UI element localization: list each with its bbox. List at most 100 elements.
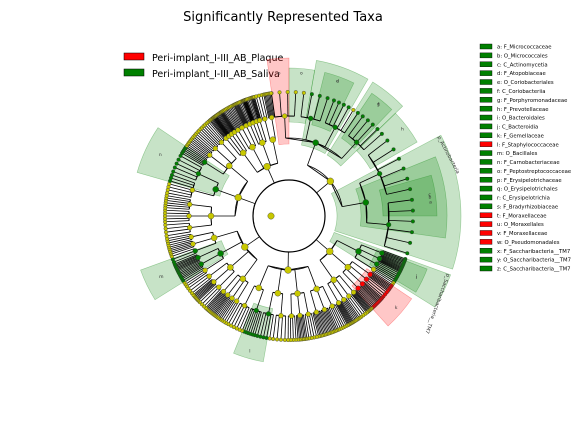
branch-stem — [185, 270, 206, 285]
branch-stem — [250, 97, 259, 121]
taxon-node-313 — [207, 152, 213, 158]
branch-stem — [198, 130, 217, 148]
branch-stem — [373, 149, 394, 163]
branch-stem — [184, 148, 206, 162]
branch-stem — [214, 296, 230, 316]
branch-stem — [295, 315, 299, 340]
branch-stem — [305, 118, 312, 140]
branch-stem — [215, 188, 239, 198]
branch-stem — [322, 309, 332, 333]
branch-stem — [342, 202, 366, 208]
branch-stem — [171, 248, 195, 257]
key-label-i: i: O_Bacteroidales — [497, 116, 545, 122]
clade-letter-5: f — [378, 102, 380, 108]
taxon-node-5 — [301, 90, 306, 95]
branch-stem — [378, 259, 401, 272]
branch-stem — [338, 302, 351, 324]
taxon-node-270 — [187, 225, 193, 231]
key-swatch-k — [479, 132, 493, 139]
branch-stem — [165, 225, 190, 230]
taxon-node-180 — [253, 307, 259, 314]
branch-stem — [352, 120, 369, 140]
taxon-node-214 — [216, 284, 222, 290]
taxon-node-108 — [341, 297, 347, 303]
taxon-node-54 — [376, 256, 383, 262]
branch-stem — [384, 245, 408, 254]
branch-stem — [223, 274, 239, 292]
taxon-node-247 — [195, 255, 201, 261]
branch-stem — [343, 299, 358, 320]
taxon-node-32 — [410, 208, 415, 213]
taxon-node-171 — [265, 311, 272, 317]
key-label-u: u: O_Moraxellales — [497, 222, 544, 228]
taxon-node-154 — [297, 312, 303, 319]
branch-stem — [307, 142, 317, 166]
taxon-node-25 — [391, 147, 396, 152]
branch-stem — [339, 302, 352, 324]
branch-stem — [165, 217, 190, 220]
branch-stem — [294, 92, 297, 117]
taxon-node-232 — [202, 267, 208, 273]
branch-link — [379, 173, 388, 195]
branch-stem — [207, 291, 224, 310]
branch-stem — [221, 142, 237, 159]
branch-stem — [388, 228, 412, 233]
clade-sector-2 — [378, 174, 438, 217]
branch-stem — [307, 94, 313, 118]
branch-stem — [307, 266, 318, 290]
branch-stem — [211, 294, 228, 314]
branch-stem — [170, 244, 194, 253]
branch-stem — [329, 251, 349, 268]
taxon-node-266 — [164, 233, 169, 238]
taxon-node-18 — [365, 118, 370, 123]
key-label-j: j: C_Bacteroidia — [496, 125, 538, 131]
key-label-p: p: F_Erysipelotrichaceae — [497, 178, 562, 184]
branch-stem — [381, 168, 404, 179]
branch-stem — [189, 203, 212, 208]
branch-stem — [381, 254, 404, 265]
branch-stem — [336, 303, 349, 325]
phylogenetic-tree — [162, 90, 415, 342]
key-swatch-l — [479, 141, 493, 147]
key-swatch-h — [479, 105, 493, 112]
branch-stem — [217, 297, 232, 318]
branch-stem — [234, 131, 247, 151]
taxon-node-203 — [225, 292, 231, 298]
key-swatch-i — [479, 114, 493, 121]
clade-letter-15: p — [278, 71, 281, 76]
branch-stem — [261, 94, 268, 119]
branch-stem — [189, 140, 210, 157]
branch-stem — [369, 275, 389, 291]
branch-stem — [197, 131, 216, 149]
branch-stem — [168, 186, 192, 193]
branch-stem — [308, 313, 315, 338]
branch-stem — [225, 138, 241, 156]
branch-stem — [229, 106, 242, 129]
key-swatch-g — [479, 97, 493, 103]
branch-stem — [349, 265, 367, 280]
taxon-node-239 — [198, 261, 204, 267]
branch-stem — [211, 119, 227, 139]
branch-stem — [382, 250, 406, 260]
clade-sector-15 — [266, 57, 290, 146]
branch-stem — [364, 280, 384, 297]
branch-stem — [366, 222, 389, 226]
taxon-node-65 — [355, 248, 362, 255]
taxon-node-407 — [267, 212, 275, 220]
taxon-node-9 — [308, 115, 314, 121]
branch-stem — [165, 209, 190, 212]
branch-stem — [206, 122, 224, 142]
branch-stem — [334, 304, 347, 327]
branch-stem — [380, 255, 403, 267]
taxon-node-31 — [409, 197, 414, 202]
branch-stem — [206, 290, 223, 310]
branch-stem — [237, 102, 249, 125]
branch-stem — [372, 269, 394, 284]
branch-stem — [233, 305, 245, 328]
branch-stem — [371, 272, 392, 287]
branch-stem — [335, 278, 350, 297]
branch-stem — [191, 231, 213, 238]
taxon-node-98 — [351, 289, 357, 295]
branch-stem — [252, 311, 261, 335]
taxon-node-391 — [257, 117, 263, 123]
